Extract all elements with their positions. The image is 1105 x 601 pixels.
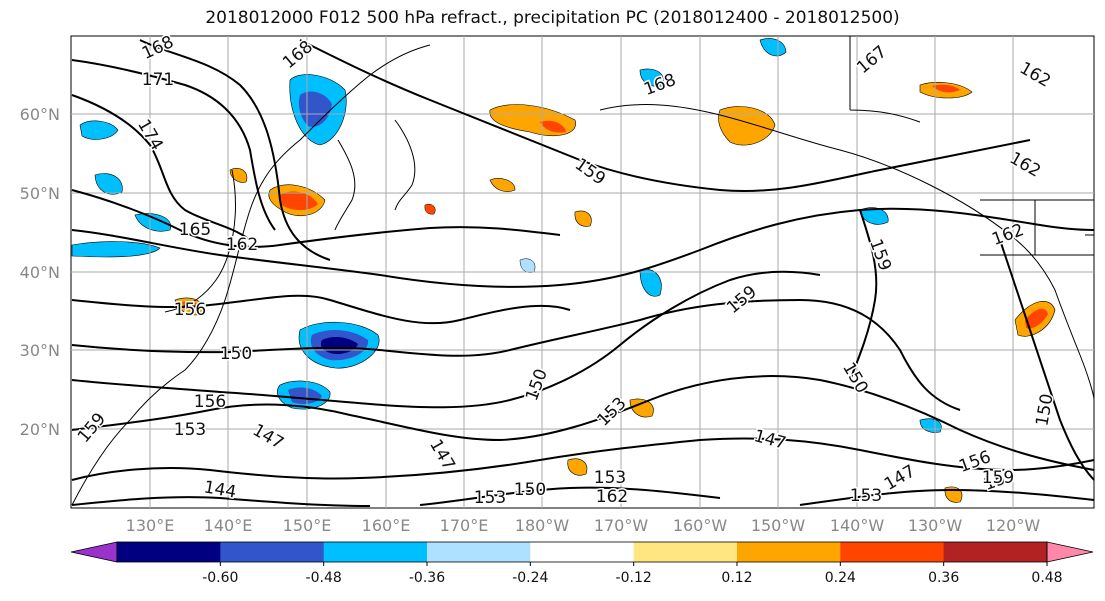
graticule [71,36,1094,508]
lon-tick-label: 120°W [986,516,1041,535]
lat-tick-label: 40°N [20,263,60,282]
lon-tick-label: 130°E [126,516,175,535]
contour-label: 144 [202,477,237,502]
colorbar-extend-low [70,541,118,563]
contour-label: 165 [179,220,211,240]
colorbar-tick-label: -0.48 [306,570,342,586]
contour-label: 153 [174,420,206,440]
refractivity-contours [71,39,1095,507]
precip-shading [71,38,1056,503]
lat-tick-label: 60°N [20,105,60,124]
colorbar-tick-label: 0.12 [721,570,752,586]
lon-tick-label: 180°W [515,516,570,535]
colorbar-segment [220,542,325,562]
contour-label: 159 [982,468,1014,488]
colorbar-tick-label: 0.36 [928,570,959,586]
contour-label: 153 [850,486,882,506]
longitude-ticks: 130°E 140°E 150°E 160°E 170°E 180°W 170°… [126,516,1041,535]
colorbar-tick-label: -0.12 [616,570,652,586]
colorbar-tick-label: -0.24 [512,570,548,586]
lon-tick-label: 170°W [594,516,649,535]
lon-tick-label: 140°W [830,516,885,535]
contour-label: 150 [220,344,252,364]
contour-label: 162 [226,235,258,255]
colorbar-tick-label: -0.60 [202,570,238,586]
lon-tick-label: 140°E [204,516,253,535]
colorbar-segment [943,542,1048,562]
contour-label: 153 [474,488,506,508]
contour-label: 153 [594,468,626,488]
lon-tick-label: 170°E [440,516,489,535]
colorbar-segment [840,542,945,562]
colorbar-tick-label: 0.48 [1031,570,1062,586]
colorbar-segment [530,542,635,562]
lon-tick-label: 130°W [908,516,963,535]
chart-title: 2018012000 F012 500 hPa refract., precip… [205,8,900,28]
colorbar-segment [633,542,738,562]
coastlines [71,36,1095,506]
latitude-ticks: 60°N 50°N 40°N 30°N 20°N [20,105,60,439]
colorbar-ticks: -0.60 -0.48 -0.36 -0.24 -0.12 0.12 0.24 0.36 0.4… [202,562,1063,586]
lon-tick-label: 150°W [751,516,806,535]
colorbar-outline [116,541,1048,563]
contour-label: 156 [174,300,206,320]
colorbar-segment [427,542,531,562]
colorbar [70,541,1094,563]
lon-tick-label: 160°E [362,516,411,535]
contour-label: 171 [142,70,174,90]
colorbar-segment [117,542,221,562]
lat-tick-label: 50°N [20,184,60,203]
contour-label: 162 [596,487,628,507]
colorbar-extend-high [1046,541,1094,563]
contour-label: 156 [194,392,226,412]
colorbar-segment [737,542,841,562]
colorbar-segment [323,542,428,562]
lat-tick-label: 30°N [20,341,60,360]
colorbar-tick-label: 0.24 [825,570,856,586]
lon-tick-label: 160°W [673,516,728,535]
lat-tick-label: 20°N [20,420,60,439]
contour-label: 150 [514,480,546,500]
lon-tick-label: 150°E [283,516,332,535]
colorbar-tick-label: -0.36 [409,570,445,586]
